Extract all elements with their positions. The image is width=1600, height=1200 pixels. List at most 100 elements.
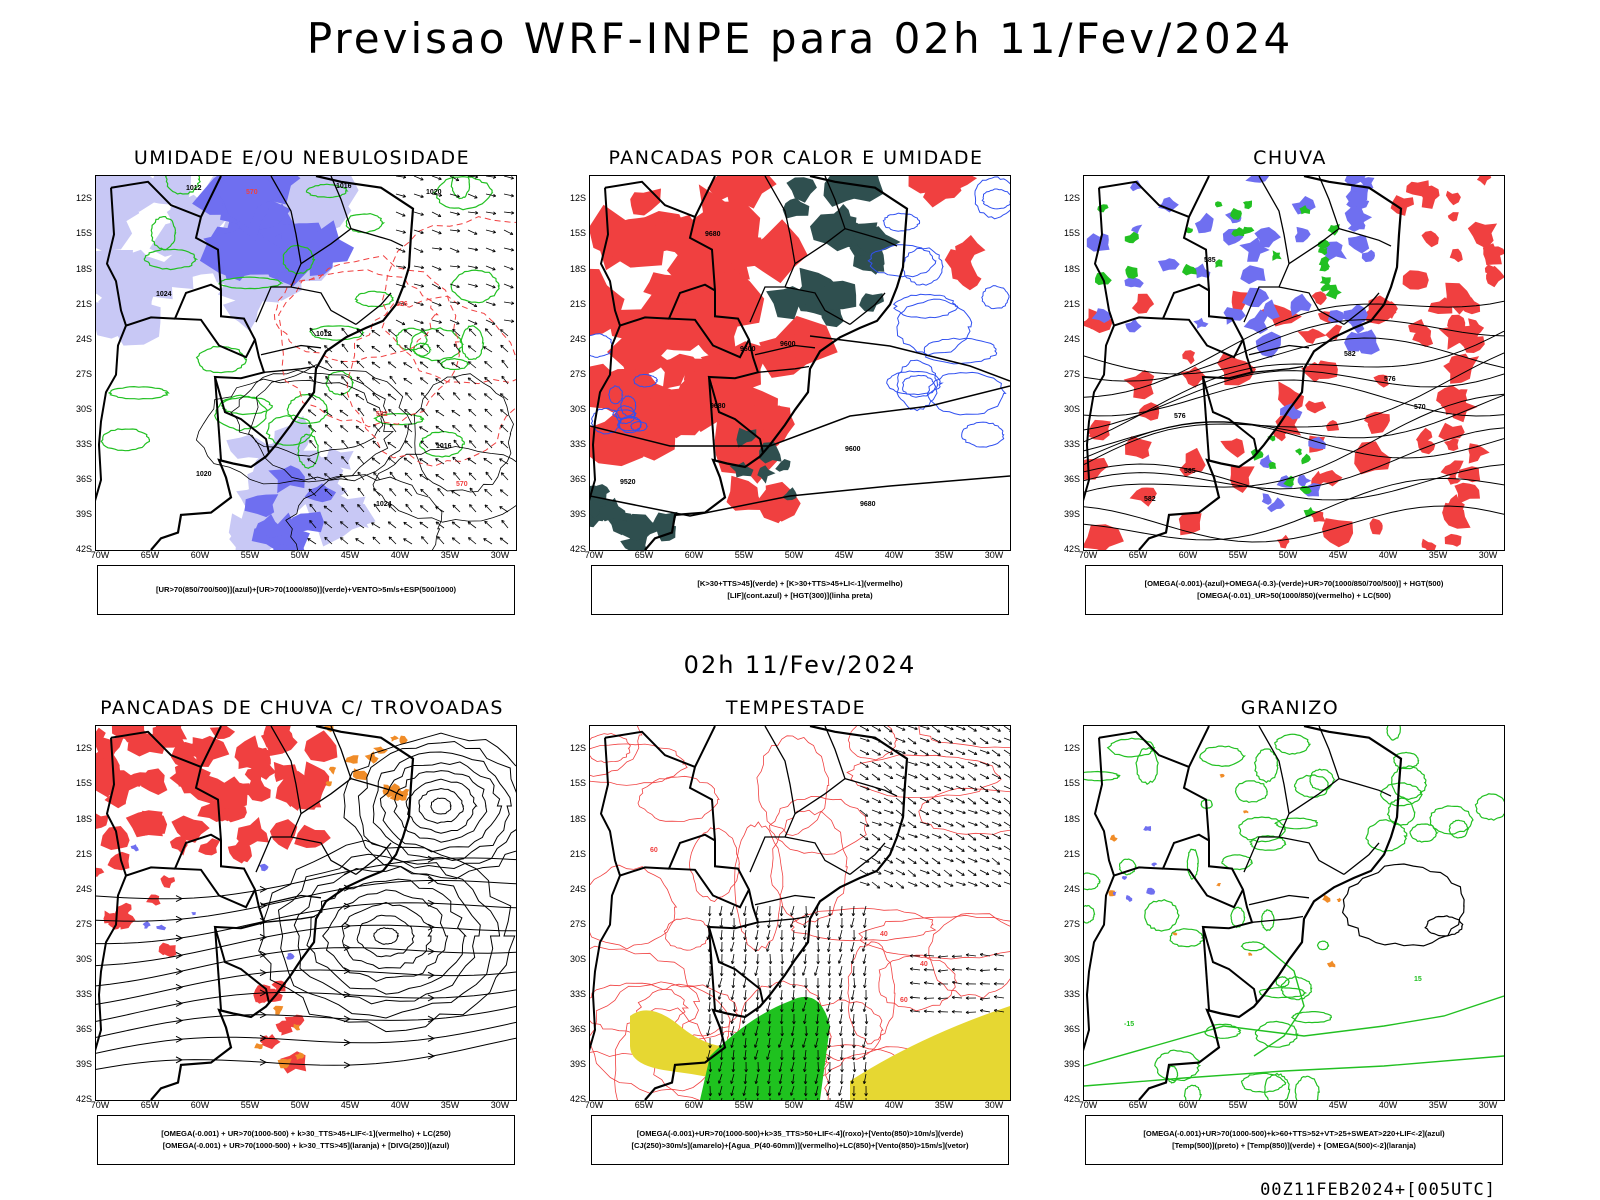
instability-area — [685, 373, 757, 432]
wind-vector-head — [1008, 803, 1010, 805]
wind-vector — [485, 328, 493, 337]
lon-tick-label: 35W — [440, 550, 460, 560]
wind-vector-head — [948, 873, 953, 877]
wind-vector-head — [937, 884, 941, 888]
wind-vector — [467, 319, 478, 325]
temp-850-contour — [1264, 1072, 1291, 1100]
wind-vector — [816, 1025, 819, 1036]
wind-vector — [431, 301, 442, 307]
wind-vector — [931, 857, 941, 865]
wind-vector — [485, 247, 496, 252]
rain-area — [1458, 466, 1481, 483]
wind-vector-head — [851, 913, 856, 917]
streamline-arrow — [427, 1015, 436, 1023]
wind-vector — [979, 969, 991, 971]
wind-vector-head — [492, 321, 496, 325]
wind-vector-head — [864, 1093, 868, 1097]
wind-vector-head — [484, 440, 489, 444]
wind-vector-head — [998, 871, 1002, 875]
streamline-arrow — [175, 951, 184, 959]
wind-vector — [324, 457, 333, 465]
lat-tick-label: 12S — [569, 743, 586, 754]
lon-axis: 70W 65W 60W 55W 50W 45W 40W 35W 30W — [1079, 1100, 1505, 1112]
rain-area — [1180, 366, 1206, 388]
wind-vector — [499, 506, 509, 513]
wind-vector-head — [804, 1033, 809, 1037]
wind-vector — [452, 425, 461, 433]
wind-vector — [706, 977, 711, 988]
thickness-contour — [346, 295, 516, 467]
wind-vector — [467, 521, 477, 529]
lat-tick-label: 15S — [569, 778, 586, 789]
wind-vector — [721, 1097, 723, 1100]
wind-vector-head — [492, 285, 496, 289]
wind-vector — [485, 301, 496, 306]
wind-vector — [709, 1097, 711, 1100]
wind-vector — [967, 833, 977, 841]
wind-vector-head — [864, 1021, 869, 1025]
wind-vector-head — [889, 860, 894, 864]
wind-vector — [895, 737, 906, 743]
height-contour — [1084, 337, 1504, 375]
rain-area — [1444, 533, 1462, 547]
wind-vector — [420, 377, 429, 385]
country-border — [105, 737, 127, 876]
wind-vector-head — [850, 960, 855, 965]
legend-line-1: [OMEGA(-0.001)-(azul)+OMEGA(-0.3)-(verde… — [1144, 579, 1444, 588]
state-border — [757, 365, 810, 373]
state-border — [355, 842, 392, 875]
omega-area — [1344, 205, 1373, 227]
wind-vector — [395, 229, 406, 234]
wind-vector-head — [986, 750, 990, 755]
wind-vector-head — [864, 937, 868, 941]
omega-area — [1361, 249, 1375, 263]
temp-850-contour — [1365, 819, 1408, 853]
wind-vector — [485, 471, 493, 481]
wind-vector-head — [862, 1008, 867, 1013]
rain-area — [1467, 221, 1498, 249]
wind-vector — [863, 905, 867, 916]
storm-area — [100, 826, 130, 850]
streamline-arrow — [175, 1035, 184, 1043]
wind-vector — [503, 301, 514, 304]
wind-vector-head — [937, 739, 942, 744]
omega-area — [1095, 233, 1109, 246]
legend-line-1: [OMEGA(-0.001)+UR>70(1000-500)+k>60+TTS>… — [1143, 1129, 1445, 1138]
wind-vector — [485, 176, 496, 178]
wind-vector-head — [501, 359, 505, 364]
lat-tick-label: 33S — [1063, 438, 1080, 449]
wind-vector-head — [972, 741, 977, 745]
wind-vector-head — [420, 392, 425, 396]
contour-label: 585 — [1204, 257, 1216, 264]
wind-vector-head — [961, 872, 965, 876]
contour-label: 576 — [1384, 376, 1396, 383]
wind-vector-head — [402, 176, 407, 179]
wind-vector — [859, 821, 870, 827]
wind-vector — [883, 809, 894, 814]
country-border — [1084, 866, 1164, 1052]
state-border — [1338, 227, 1392, 247]
wind-vector-head — [791, 997, 796, 1001]
precipitable-water-contour — [756, 735, 830, 836]
wind-vector-head — [951, 995, 955, 1000]
streamline — [277, 853, 501, 1019]
thickness-contour — [273, 269, 439, 363]
wind-vector-head — [900, 765, 905, 769]
wind-vector-head — [912, 873, 917, 877]
country-border — [1093, 187, 1115, 326]
wind-vector-head — [388, 504, 392, 509]
wind-vector-head — [420, 212, 424, 216]
wind-vector — [804, 1061, 807, 1072]
wind-vector-head — [510, 266, 514, 271]
wind-vector — [744, 1001, 747, 1012]
wind-vector — [828, 953, 831, 964]
wind-vector-head — [371, 522, 375, 526]
wind-vector — [967, 857, 978, 863]
legend-line-1: [K>30+TTS>45](verde) + [K>30+TTS>45+LI<-… — [697, 579, 903, 588]
lon-axis: 70W 65W 60W 55W 50W 45W 40W 35W 30W — [91, 1100, 517, 1112]
wind-vector-head — [925, 860, 929, 865]
wind-vector — [924, 954, 935, 957]
wind-vector-head — [339, 473, 343, 478]
wind-vector-head — [355, 425, 359, 429]
humidity-low-contour — [305, 183, 349, 199]
